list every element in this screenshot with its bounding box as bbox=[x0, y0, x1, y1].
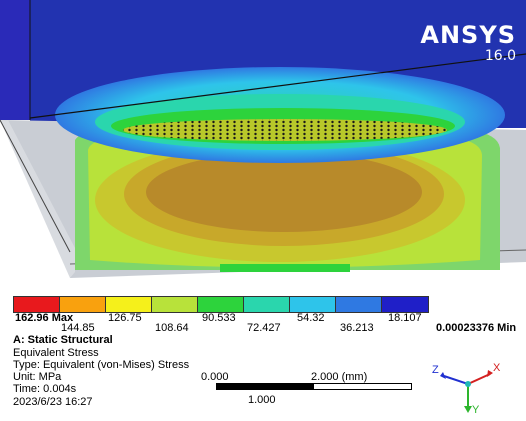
legend-color-segment bbox=[106, 297, 152, 312]
legend-color-segment bbox=[336, 297, 382, 312]
model-viewport[interactable]: ANSYS 16.0 bbox=[0, 0, 526, 292]
legend-color-segment bbox=[14, 297, 60, 312]
legend-color-segment bbox=[244, 297, 290, 312]
result-time: Time: 0.004s bbox=[13, 383, 77, 395]
scale-mid-label: 1.000 bbox=[248, 394, 276, 406]
legend-color-segment bbox=[290, 297, 336, 312]
legend-min-label: 0.00023376 Min bbox=[436, 322, 517, 334]
legend-color-segment bbox=[60, 297, 106, 312]
result-type: Type: Equivalent (von-Mises) Stress bbox=[13, 359, 190, 371]
brand-version: 16.0 bbox=[484, 48, 516, 64]
contact-dots bbox=[123, 119, 447, 141]
legend-tick-upper-2: 90.533 bbox=[202, 312, 236, 324]
color-legend-bar bbox=[13, 296, 429, 313]
legend-color-segment bbox=[152, 297, 198, 312]
legend-color-segment bbox=[198, 297, 244, 312]
legend-tick-upper-4: 18.107 bbox=[388, 312, 422, 324]
legend-color-segment bbox=[382, 297, 428, 312]
legend-tick-lower-1: 144.85 bbox=[61, 322, 95, 334]
scale-bar bbox=[216, 383, 412, 390]
legend-tick-upper-3: 54.32 bbox=[297, 312, 325, 324]
analysis-title: A: Static Structural bbox=[13, 334, 113, 346]
stress-contour-plot bbox=[0, 0, 526, 278]
legend-max-label: 162.96 Max bbox=[15, 312, 74, 324]
legend-tick-lower-2: 108.64 bbox=[155, 322, 189, 334]
legend-tick-upper-1: 126.75 bbox=[108, 312, 142, 324]
coordinate-triad[interactable]: X Y Z bbox=[430, 352, 510, 421]
legend-tick-lower-3: 72.427 bbox=[247, 322, 281, 334]
brand-name: ANSYS bbox=[420, 21, 516, 49]
result-unit: Unit: MPa bbox=[13, 371, 62, 383]
ansys-logo: ANSYS 16.0 bbox=[420, 22, 516, 64]
result-name: Equivalent Stress bbox=[13, 347, 99, 359]
triad-y-label: Y bbox=[472, 404, 480, 416]
triad-x-label: X bbox=[493, 362, 501, 374]
legend-tick-lower-4: 36.213 bbox=[340, 322, 374, 334]
result-date: 2023/6/23 16:27 bbox=[13, 396, 93, 408]
scale-right-label: 2.000 (mm) bbox=[311, 371, 368, 383]
triad-axes-icon bbox=[440, 370, 493, 413]
triad-z-label: Z bbox=[432, 364, 439, 376]
scale-left-label: 0.000 bbox=[201, 371, 229, 383]
